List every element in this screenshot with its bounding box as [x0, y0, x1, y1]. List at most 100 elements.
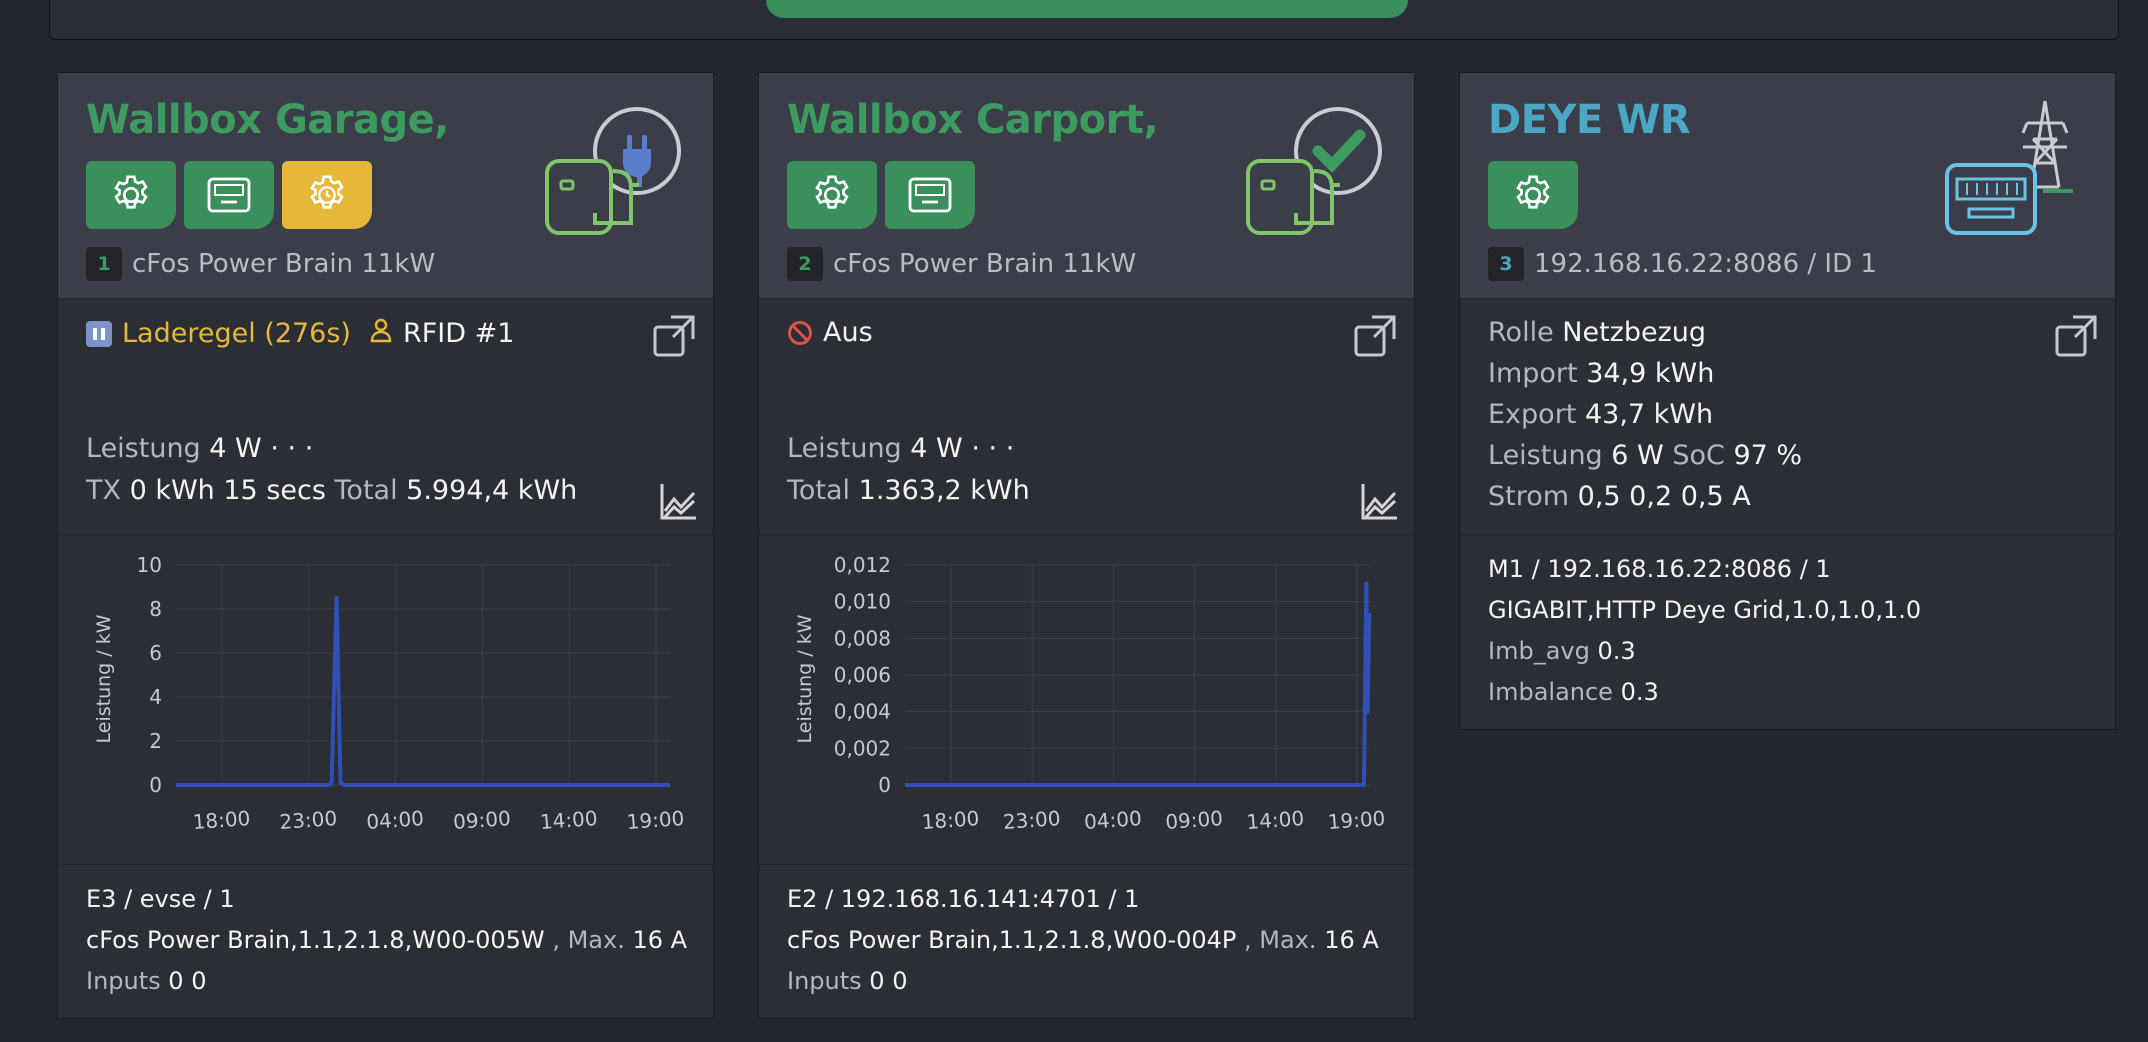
max-value: 16 A	[632, 926, 688, 954]
footer-address: E3 / evse / 1	[86, 885, 235, 913]
more-dots[interactable]: · · ·	[270, 433, 314, 464]
x-tick-label: 09:00	[1165, 806, 1224, 834]
card-buttons	[787, 161, 975, 229]
tx-label: TX	[86, 475, 121, 506]
total-label: Total	[334, 475, 398, 506]
imb-avg-label: Imb_avg	[1488, 637, 1590, 665]
y-tick-label: 0	[878, 773, 891, 797]
leistung-label: Leistung	[787, 433, 902, 464]
more-dots[interactable]: · · ·	[971, 433, 1015, 464]
device-line: 2 cFos Power Brain 11kW	[787, 247, 1136, 281]
no-entry-icon	[788, 320, 812, 345]
device-index: 1	[86, 247, 122, 281]
device-name: cFos Power Brain 11kW	[833, 249, 1137, 279]
leistung-label: Leistung	[86, 433, 201, 464]
leistung-line: Leistung 4 W · · ·	[787, 433, 1014, 464]
card-body: Rolle Netzbezug Import 34,9 kWh Export 4…	[1460, 299, 2115, 535]
device-index: 3	[1488, 247, 1524, 281]
footer-model: cFos Power Brain,1.1,2.1.8,W00-005W	[86, 926, 545, 954]
external-link-icon[interactable]	[653, 313, 699, 359]
device-name: cFos Power Brain 11kW	[132, 249, 436, 279]
settings-button[interactable]	[1488, 161, 1578, 229]
rolle-value: Netzbezug	[1562, 317, 1707, 348]
y-tick-label: 0,002	[834, 736, 891, 760]
footer-model: GIGABIT,HTTP Deye Grid,1.0,1.0,1.0	[1488, 596, 1922, 624]
external-link-icon[interactable]	[1354, 313, 1400, 359]
footer-model: cFos Power Brain,1.1,2.1.8,W00-004P	[787, 926, 1237, 954]
y-tick-label: 0,010	[834, 590, 891, 614]
chart-icon[interactable]	[659, 481, 699, 521]
export-line: Export 43,7 kWh	[1488, 399, 1713, 430]
max-label: , Max.	[1244, 926, 1317, 954]
power-chart-carport: 0,012 0,010 0,008 0,006 0,004 0,002 0 18:00 23:0…	[759, 535, 1414, 865]
card-header: DEYE WR 3 192.168.16.22:8086 / ID 1	[1460, 73, 2115, 299]
total-value: 1.363,2 kWh	[858, 475, 1030, 506]
grid-meter-icon	[1945, 100, 2073, 235]
x-tick-label: 23:00	[279, 806, 338, 834]
clock-gear-icon	[310, 175, 344, 209]
max-value: 16 A	[1324, 926, 1379, 954]
settings-button[interactable]	[787, 161, 877, 229]
inputs-label: Inputs	[787, 967, 862, 995]
strom-line: Strom 0,5 0,2 0,5 A	[1488, 481, 1751, 512]
charging-status: Laderegel (276s) RFID #1	[86, 317, 514, 350]
meter-button[interactable]	[184, 161, 274, 229]
energy-line: Total 1.363,2 kWh	[787, 475, 1030, 506]
x-tick-label: 19:00	[626, 806, 685, 834]
inputs-value: 0 0	[168, 967, 207, 995]
leistung-value: 4 W	[209, 433, 262, 464]
leistung-line: Leistung 4 W · · ·	[86, 433, 313, 464]
card-buttons	[86, 161, 372, 229]
card-title[interactable]: Wallbox Garage,	[86, 97, 449, 143]
gear-icon	[1516, 175, 1550, 209]
external-link-icon[interactable]	[2055, 313, 2101, 359]
x-tick-label: 14:00	[539, 806, 598, 834]
x-tick-label: 04:00	[1083, 806, 1142, 834]
max-label: , Max.	[552, 926, 625, 954]
meter-icon	[207, 177, 251, 213]
import-value: 34,9 kWh	[1586, 358, 1715, 389]
imb-avg-value: 0.3	[1597, 637, 1636, 665]
y-tick-label: 6	[149, 641, 162, 665]
footer-address: M1 / 192.168.16.22:8086 / 1	[1488, 555, 1831, 583]
card-body: Laderegel (276s) RFID #1 Leistung 4 W · …	[58, 299, 713, 535]
status-text: Laderegel (276s)	[122, 318, 351, 349]
gear-icon	[114, 175, 148, 209]
device-index: 2	[787, 247, 823, 281]
charging-status: Aus	[787, 317, 873, 348]
rolle-line: Rolle Netzbezug	[1488, 317, 1706, 348]
y-axis-label: Leistung / kW	[794, 614, 816, 743]
settings-button[interactable]	[86, 161, 176, 229]
y-axis-label: Leistung / kW	[93, 614, 115, 743]
chart-svg: 0,012 0,010 0,008 0,006 0,004 0,002 0 18:00 23:0…	[794, 553, 1386, 834]
x-tick-label: 09:00	[452, 806, 511, 834]
top-green-bar[interactable]	[766, 0, 1408, 18]
timer-settings-button[interactable]	[282, 161, 372, 229]
card-title[interactable]: DEYE WR	[1488, 97, 1691, 143]
y-tick-label: 0,012	[834, 553, 891, 577]
strom-label: Strom	[1488, 481, 1570, 512]
import-label: Import	[1488, 358, 1578, 389]
y-tick-label: 4	[149, 685, 162, 709]
card-header: Wallbox Garage, 1 cFos Power Brain 11kW	[58, 73, 713, 299]
imbalance-value: 0.3	[1620, 678, 1659, 706]
device-line: 1 cFos Power Brain 11kW	[86, 247, 435, 281]
meter-button[interactable]	[885, 161, 975, 229]
card-footer: E3 / evse / 1 cFos Power Brain,1.1,2.1.8…	[58, 865, 713, 1018]
rolle-label: Rolle	[1488, 317, 1554, 348]
card-footer: E2 / 192.168.16.141:4701 / 1 cFos Power …	[759, 865, 1414, 1018]
imbalance-label: Imbalance	[1488, 678, 1613, 706]
card-title[interactable]: Wallbox Carport,	[787, 97, 1159, 143]
x-tick-label: 04:00	[366, 806, 425, 834]
x-tick-label: 18:00	[921, 806, 980, 834]
card-buttons	[1488, 161, 1578, 229]
x-tick-label: 18:00	[192, 806, 251, 834]
pause-icon	[86, 320, 112, 347]
footer-address: E2 / 192.168.16.141:4701 / 1	[787, 885, 1140, 913]
wallbox-check-icon	[1246, 107, 1382, 235]
series-line	[176, 596, 670, 787]
leistung-value: 4 W	[910, 433, 963, 464]
card-body: Aus Leistung 4 W · · · Total 1.363,2 kWh	[759, 299, 1414, 535]
chart-icon[interactable]	[1360, 481, 1400, 521]
card-footer: M1 / 192.168.16.22:8086 / 1 GIGABIT,HTTP…	[1460, 535, 2115, 729]
